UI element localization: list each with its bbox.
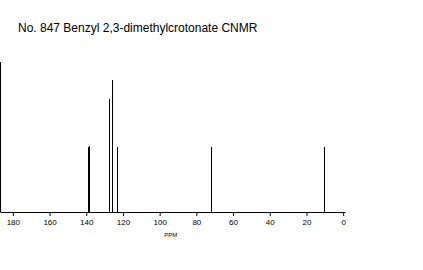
x-tick-mark	[123, 212, 124, 216]
x-tick: 20	[303, 212, 312, 227]
x-tick: 120	[117, 212, 131, 227]
x-tick: 160	[43, 212, 57, 227]
marks	[89, 80, 325, 212]
x-tick-label: 0	[341, 218, 346, 227]
x-tick-mark	[233, 212, 234, 216]
x-tick-mark	[13, 212, 14, 216]
x-tick: 180	[7, 212, 21, 227]
chart: No. 847 Benzyl 2,3-dimethylcrotonate CNM…	[0, 0, 423, 270]
peak	[324, 147, 325, 212]
x-axis-line	[1, 212, 346, 213]
peak	[211, 147, 212, 212]
x-tick: 140	[80, 212, 94, 227]
x-tick: 60	[229, 212, 238, 227]
y-axis-line	[0, 62, 1, 212]
peak	[109, 99, 110, 212]
x-tick-label: 140	[80, 218, 94, 227]
x-tick-label: 60	[229, 218, 238, 227]
x-tick-label: 40	[266, 218, 275, 227]
x-tick-label: 20	[303, 218, 312, 227]
peak	[117, 147, 118, 212]
x-tick-label: 160	[43, 218, 57, 227]
x-tick-mark	[50, 212, 51, 216]
x-tick: 100	[153, 212, 167, 227]
peak	[88, 147, 89, 212]
x-tick-label: 100	[153, 218, 167, 227]
x-tick: 80	[192, 212, 201, 227]
x-tick-mark	[270, 212, 271, 216]
x-tick: 0	[341, 212, 346, 227]
x-tick-label: 120	[117, 218, 131, 227]
x-axis: 180 160 140 120 100 80 60 40 20 0	[1, 212, 347, 227]
x-tick-mark	[343, 212, 344, 216]
x-axis-title: PPM	[164, 232, 177, 238]
x-tick-mark	[306, 212, 307, 216]
x-tick-label: 180	[7, 218, 21, 227]
peak	[112, 80, 113, 212]
title: No. 847 Benzyl 2,3-dimethylcrotonate CNM…	[18, 21, 258, 35]
peak	[89, 146, 90, 212]
x-tick-mark	[196, 212, 197, 216]
x-tick: 40	[266, 212, 275, 227]
x-tick-mark	[86, 212, 87, 216]
x-tick-label: 80	[192, 218, 201, 227]
x-tick-mark	[160, 212, 161, 216]
